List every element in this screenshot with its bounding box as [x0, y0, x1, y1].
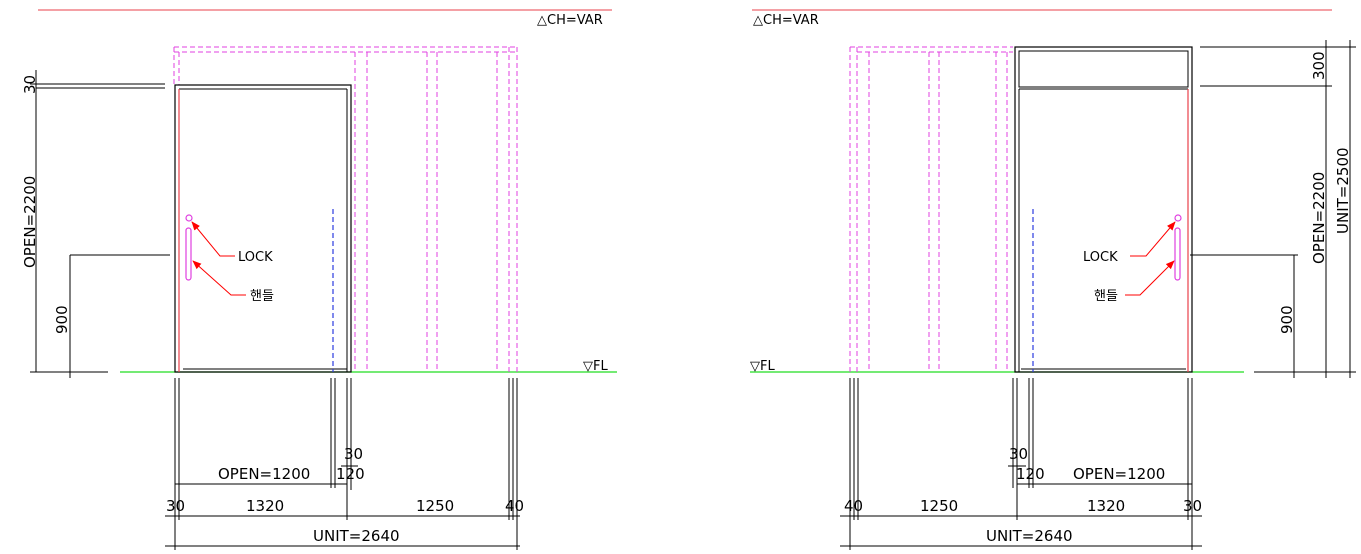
horizontal-dimensions	[840, 378, 1202, 550]
dim-panel-1250: 1250	[416, 497, 454, 515]
dim-frame-30: 30	[1183, 497, 1202, 515]
dim-door-1320: 1320	[246, 497, 284, 515]
dim-open-width: OPEN=1200	[218, 465, 310, 483]
lock-leader	[1130, 221, 1176, 257]
handle-icon	[185, 227, 192, 281]
dim-open-height: OPEN=2200	[1310, 172, 1328, 264]
dim-small-120: 120	[336, 465, 365, 483]
dim-small-30: 30	[1009, 445, 1028, 463]
lock-label: LOCK	[238, 250, 273, 265]
dim-unit-width: UNIT=2640	[313, 527, 400, 545]
dim-handle-height: 900	[1278, 305, 1296, 334]
horizontal-dimensions	[165, 378, 520, 550]
dim-unit-height: UNIT=2500	[1334, 147, 1352, 234]
dim-door-1320: 1320	[1087, 497, 1125, 515]
handle-icon	[1174, 227, 1181, 281]
lock-label: LOCK	[1083, 250, 1118, 265]
dim-small-120: 120	[1016, 465, 1045, 483]
vertical-dimensions	[30, 70, 170, 378]
dim-unit-width: UNIT=2640	[986, 527, 1073, 545]
fl-label: ▽FL	[583, 359, 608, 374]
lock-icon	[1174, 214, 1182, 222]
dim-transom: 300	[1310, 51, 1328, 80]
dim-frame-40: 40	[844, 497, 863, 515]
ch-label: △CH=VAR	[753, 13, 819, 28]
handle-leader	[1125, 260, 1175, 296]
ch-label: △CH=VAR	[537, 13, 603, 28]
dim-open-height: OPEN=2200	[21, 176, 39, 268]
dim-panel-1250: 1250	[920, 497, 958, 515]
handle-leader	[192, 260, 246, 296]
handle-label: 핸들	[250, 288, 274, 304]
dim-frame-30: 30	[166, 497, 185, 515]
left-elevation: △CH=VAR ▽FL	[21, 9, 617, 550]
hidden-panels	[173, 46, 518, 372]
handle-label: 핸들	[1094, 288, 1118, 304]
fl-label: ▽FL	[750, 359, 775, 374]
lock-leader	[191, 221, 235, 257]
right-elevation: △CH=VAR ▽FL LOCK	[750, 9, 1356, 550]
dim-frame-40: 40	[505, 497, 524, 515]
lock-icon	[185, 214, 193, 222]
dim-open-width: OPEN=1200	[1073, 465, 1165, 483]
dim-top-gap: 30	[21, 75, 39, 94]
door-leaf	[174, 84, 352, 373]
vertical-dimensions	[1190, 40, 1356, 378]
door-frame	[1014, 46, 1193, 373]
dim-small-30: 30	[344, 445, 363, 463]
dim-handle-height: 900	[53, 305, 71, 334]
hidden-panels	[849, 46, 1013, 372]
